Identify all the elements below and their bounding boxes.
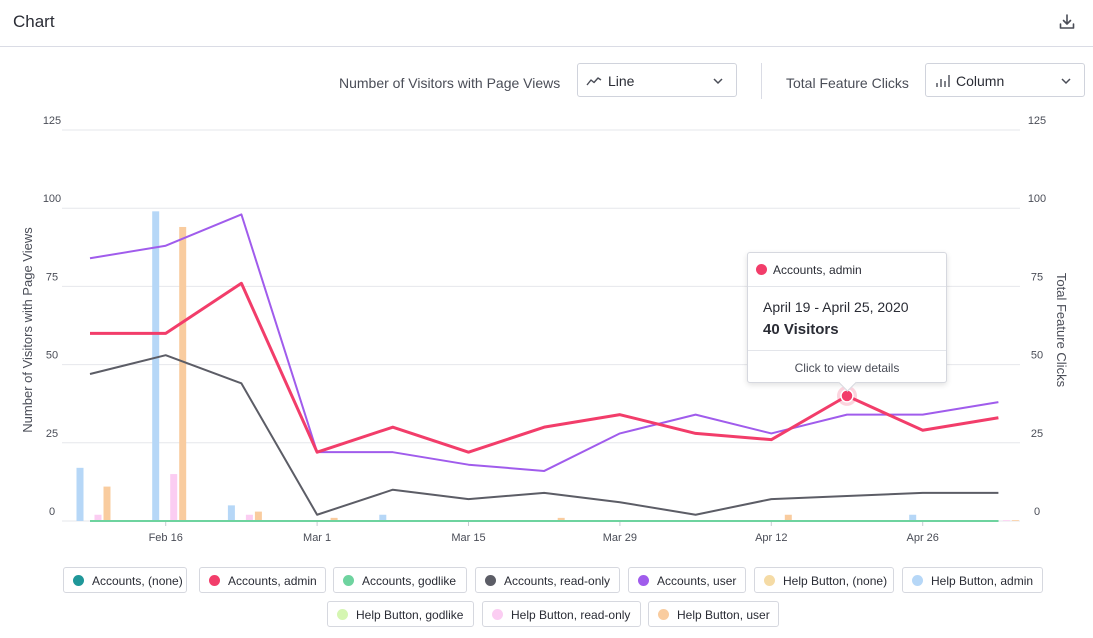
column-bar: [784, 514, 792, 521]
y2-tick-label: 100: [1028, 193, 1046, 205]
chevron-down-icon: [1061, 78, 1071, 85]
left-chart-type-select[interactable]: Line: [577, 63, 737, 97]
line-series: [89, 213, 999, 522]
legend-label: Accounts, admin: [228, 574, 317, 588]
y-tick-label: 125: [43, 115, 61, 127]
right-axis-label: Total Feature Clicks: [786, 75, 909, 91]
y-axis-ticks: 0 25 50 75 100 125: [43, 115, 61, 518]
legend-label: Accounts, godlike: [362, 574, 457, 588]
y2-axis-title: Total Feature Clicks: [1054, 273, 1069, 388]
tooltip-header: Accounts, admin: [748, 253, 946, 287]
legend-label: Help Button, user: [677, 608, 770, 622]
column-chart-icon: [936, 75, 950, 87]
column-bar: [1011, 520, 1019, 521]
legend-item-help-button-user[interactable]: Help Button, user: [648, 601, 779, 627]
column-bar: [103, 486, 111, 521]
chart-header: Chart: [0, 0, 1093, 47]
legend-label: Accounts, (none): [92, 574, 183, 588]
y-tick-label: 25: [46, 428, 58, 440]
x-tick-label: Apr 26: [906, 532, 938, 544]
left-axis-label: Number of Visitors with Page Views: [339, 75, 561, 91]
chart-tooltip[interactable]: Accounts, admin April 19 - April 25, 202…: [747, 252, 947, 392]
column-bar: [909, 514, 917, 521]
y-tick-label: 100: [43, 193, 61, 205]
view-details-link[interactable]: Click to view details: [794, 361, 900, 375]
controls-divider: [761, 63, 762, 99]
legend-item-accounts-read-only[interactable]: Accounts, read-only: [475, 567, 620, 593]
x-tick-label: Feb 16: [149, 532, 183, 544]
combo-chart[interactable]: 0 25 50 75 100 125 0 25 50 75 100 125 Feb 16 Mar 1 M…: [0, 110, 1093, 550]
legend-item-accounts-admin[interactable]: Accounts, admin: [199, 567, 326, 593]
column-bar: [557, 517, 565, 521]
legend-label: Help Button, godlike: [356, 608, 464, 622]
legend-item-help-button-none[interactable]: Help Button, (none): [754, 567, 894, 593]
tooltip-series-name: Accounts, admin: [773, 263, 862, 277]
y-tick-label: 75: [46, 271, 58, 283]
legend-item-help-button-godlike[interactable]: Help Button, godlike: [327, 601, 474, 627]
legend-item-accounts-none[interactable]: Accounts, (none): [63, 567, 187, 593]
tooltip-footer: Click to view details: [748, 350, 946, 383]
x-tick-label: Apr 12: [755, 532, 787, 544]
tooltip-series-dot: [756, 264, 767, 275]
legend-color-dot: [73, 575, 84, 586]
y2-tick-label: 50: [1031, 350, 1043, 362]
y2-tick-label: 0: [1034, 506, 1040, 518]
column-bar: [94, 514, 102, 521]
legend-color-dot: [485, 575, 496, 586]
chart-title: Chart: [13, 12, 55, 31]
column-bar: [254, 511, 262, 521]
y-tick-label: 50: [46, 350, 58, 362]
line-series-accounts-user: [89, 213, 999, 472]
tooltip-value: 40 Visitors: [763, 321, 839, 338]
column-bar: [76, 467, 84, 521]
legend-color-dot: [638, 575, 649, 586]
right-select-value: Column: [956, 73, 1005, 89]
legend-item-help-button-admin[interactable]: Help Button, admin: [902, 567, 1043, 593]
y2-tick-label: 75: [1031, 271, 1043, 283]
legend-label: Help Button, read-only: [511, 608, 631, 622]
line-chart-icon: [586, 77, 602, 86]
column-bar: [245, 514, 253, 521]
tooltip-date-range: April 19 - April 25, 2020: [763, 299, 909, 315]
y2-axis-ticks: 0 25 50 75 100 125: [1028, 115, 1046, 518]
y-axis-title: Number of Visitors with Page Views: [20, 227, 35, 433]
legend-label: Accounts, read-only: [504, 574, 611, 588]
legend-color-dot: [337, 609, 348, 620]
legend-color-dot: [912, 575, 923, 586]
highlight-point: [837, 385, 857, 406]
legend-color-dot: [658, 609, 669, 620]
legend-label: Help Button, (none): [783, 574, 888, 588]
chevron-down-icon: [713, 78, 723, 85]
legend-color-dot: [343, 575, 354, 586]
legend-color-dot: [492, 609, 503, 620]
y-tick-label: 0: [49, 506, 55, 518]
right-chart-type-select[interactable]: Column: [925, 63, 1085, 97]
y2-tick-label: 125: [1028, 115, 1046, 127]
x-tick-label: Mar 15: [451, 532, 485, 544]
legend-color-dot: [209, 575, 220, 586]
legend-item-accounts-godlike[interactable]: Accounts, godlike: [333, 567, 467, 593]
x-axis-ticks: Feb 16 Mar 1 Mar 15 Mar 29 Apr 12 Apr 26: [149, 521, 939, 544]
legend-color-dot: [764, 575, 775, 586]
x-tick-label: Mar 1: [303, 532, 331, 544]
line-series-accounts-read-only: [89, 354, 999, 516]
legend-item-accounts-user[interactable]: Accounts, user: [628, 567, 746, 593]
column-bar: [1002, 520, 1010, 521]
y2-tick-label: 25: [1031, 428, 1043, 440]
left-select-value: Line: [608, 73, 635, 89]
column-bar: [152, 211, 160, 521]
column-bar: [170, 474, 178, 521]
legend-label: Help Button, admin: [931, 574, 1034, 588]
x-tick-label: Mar 29: [603, 532, 637, 544]
column-bar: [227, 505, 235, 521]
legend-label: Accounts, user: [657, 574, 737, 588]
column-bar: [330, 517, 338, 521]
legend-item-help-button-read-only[interactable]: Help Button, read-only: [482, 601, 641, 627]
column-bar: [179, 226, 187, 521]
download-icon[interactable]: [1058, 13, 1076, 31]
column-bar: [379, 514, 387, 521]
